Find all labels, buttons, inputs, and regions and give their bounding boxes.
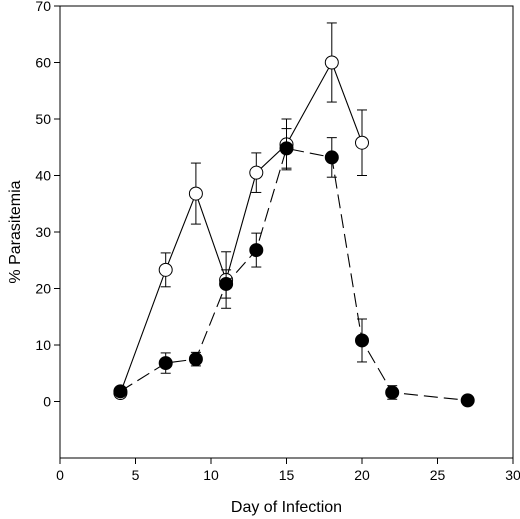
data-point — [249, 243, 264, 258]
data-point — [279, 141, 294, 156]
x-tick-label: 15 — [279, 467, 295, 483]
data-point — [324, 150, 339, 165]
data-point — [385, 385, 400, 400]
data-point — [158, 356, 173, 371]
y-tick-label: 60 — [35, 55, 51, 71]
data-point — [460, 393, 475, 408]
data-point — [324, 55, 339, 70]
series-line — [119, 61, 363, 394]
x-tick-label: 5 — [132, 467, 140, 483]
data-point — [219, 276, 234, 291]
x-tick-label: 10 — [203, 467, 219, 483]
series-layer — [113, 22, 475, 408]
data-point — [188, 352, 203, 367]
plot-frame — [59, 5, 514, 459]
y-tick-label: 70 — [35, 0, 51, 14]
y-tick-label: 0 — [43, 394, 51, 410]
y-tick-label: 30 — [35, 224, 51, 240]
series-line — [120, 147, 468, 401]
data-point — [355, 333, 369, 348]
series-open-circle — [113, 22, 369, 401]
x-axis-label: Day of Infection — [231, 499, 342, 516]
x-tick-label: 30 — [505, 467, 520, 483]
x-tick-label: 20 — [354, 467, 370, 483]
data-point — [355, 135, 369, 150]
series-filled-circle — [113, 128, 475, 408]
y-axis-label: % Parasitemia — [7, 180, 24, 283]
x-tick-label: 0 — [56, 467, 64, 483]
y-tick-label: 20 — [35, 281, 51, 297]
ticks: 0 5 10 15 20 25 30 0 10 20 30 40 50 60 70 — [35, 0, 520, 483]
data-point — [158, 262, 173, 277]
x-tick-label: 25 — [430, 467, 446, 483]
data-point — [188, 186, 203, 201]
data-point — [113, 384, 128, 399]
y-tick-label: 40 — [35, 168, 51, 184]
y-tick-label: 50 — [35, 111, 51, 127]
y-tick-label: 10 — [35, 337, 51, 353]
data-point — [249, 165, 264, 180]
